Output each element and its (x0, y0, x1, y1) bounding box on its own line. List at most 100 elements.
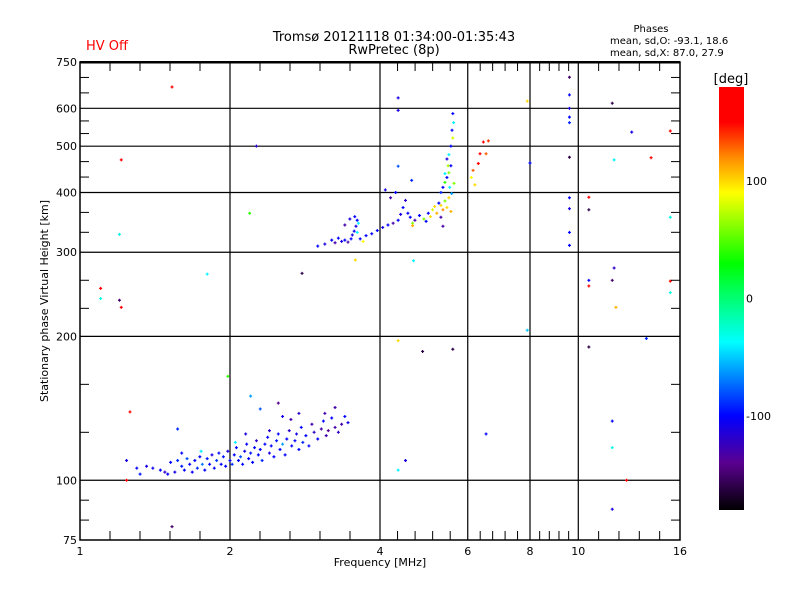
data-point (668, 129, 672, 133)
data-point (283, 453, 287, 457)
data-point (451, 347, 455, 351)
data-point (166, 472, 170, 476)
data-point (396, 96, 400, 100)
data-point (221, 455, 225, 459)
data-point (182, 468, 186, 472)
data-point (426, 211, 430, 215)
data-point (158, 468, 162, 472)
data-point (266, 435, 270, 439)
data-point (258, 447, 262, 451)
data-point (443, 172, 447, 176)
data-point (260, 458, 264, 462)
data-point (354, 224, 358, 228)
data-point (254, 144, 258, 148)
x-axis-label: Frequency [MHz] (334, 556, 426, 569)
data-point (375, 229, 379, 233)
data-point (208, 462, 212, 466)
data-point (525, 328, 529, 332)
data-point (226, 374, 230, 378)
data-point (428, 215, 432, 219)
data-point (285, 437, 289, 441)
data-point (185, 457, 189, 461)
colorbar-tick-label: -100 (746, 410, 771, 423)
data-point (412, 259, 416, 263)
data-point (401, 206, 405, 210)
data-point (281, 414, 285, 418)
data-point (323, 242, 327, 246)
data-point (295, 432, 299, 436)
data-point (396, 339, 400, 343)
data-point (176, 458, 180, 462)
data-point (323, 411, 327, 415)
data-point (469, 175, 473, 179)
data-point (119, 158, 123, 162)
data-point (447, 171, 451, 175)
data-point (449, 144, 453, 148)
data-point (247, 457, 251, 461)
data-point (587, 278, 591, 282)
data-point (567, 106, 571, 110)
data-point (441, 185, 445, 189)
data-point (364, 234, 368, 238)
data-point (249, 451, 253, 455)
colorbar-tick-label: 100 (746, 175, 767, 188)
data-point (253, 446, 257, 450)
data-point (234, 446, 238, 450)
data-point (443, 180, 447, 184)
data-point (336, 430, 340, 434)
data-point (361, 239, 365, 243)
data-point (445, 157, 449, 161)
data-point (256, 453, 260, 457)
data-point (251, 460, 255, 464)
data-point (348, 217, 352, 221)
data-point (587, 208, 591, 212)
data-point (125, 458, 129, 462)
data-point (239, 455, 243, 459)
data-point (263, 442, 267, 446)
data-point (417, 214, 421, 218)
data-point (333, 425, 337, 429)
data-point (610, 419, 614, 423)
data-point (525, 99, 529, 103)
data-point (228, 458, 232, 462)
data-point (224, 464, 228, 468)
data-point (232, 453, 236, 457)
data-point (180, 451, 184, 455)
data-point (450, 128, 454, 132)
data-point (391, 221, 395, 225)
data-point (349, 237, 353, 241)
data-point (343, 223, 347, 227)
data-point (316, 244, 320, 248)
data-point (289, 418, 293, 422)
data-point (408, 215, 412, 219)
data-point (193, 458, 197, 462)
data-point (411, 224, 415, 228)
data-point (199, 449, 203, 453)
data-point (151, 466, 155, 470)
data-point (439, 190, 443, 194)
data-point (528, 161, 532, 165)
data-point (226, 449, 230, 453)
data-point (230, 462, 234, 466)
data-point (297, 447, 301, 451)
x-tick-label: 8 (527, 545, 534, 558)
x-tick-label: 10 (571, 545, 585, 558)
plot-top-border (80, 61, 680, 64)
data-point (180, 464, 184, 468)
data-point (330, 238, 334, 242)
data-point (340, 239, 344, 243)
data-point (625, 478, 629, 482)
chart-title: Tromsø 20121118 01:34:00-01:35:43 (272, 30, 515, 45)
data-point (290, 444, 294, 448)
data-point (439, 203, 443, 207)
y-tick-label: 75 (63, 534, 77, 547)
data-point (241, 462, 245, 466)
data-point (248, 211, 252, 215)
data-point (567, 93, 571, 97)
data-point (198, 455, 202, 459)
data-point (421, 349, 425, 353)
colorbar-label: [deg] (714, 72, 749, 87)
y-tick-label: 100 (56, 474, 77, 487)
data-point (353, 258, 357, 262)
data-point (215, 458, 219, 462)
